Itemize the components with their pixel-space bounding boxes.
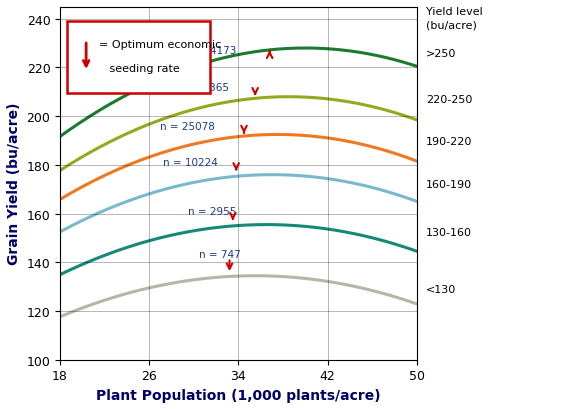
Text: 160-190: 160-190 — [426, 180, 472, 190]
Text: Yield level: Yield level — [426, 7, 482, 18]
Text: n = 25078: n = 25078 — [160, 121, 215, 132]
FancyBboxPatch shape — [67, 22, 210, 94]
Text: 130-160: 130-160 — [426, 227, 472, 237]
Text: (bu/acre): (bu/acre) — [426, 21, 477, 31]
Text: 190-220: 190-220 — [426, 136, 472, 146]
Text: <130: <130 — [426, 284, 456, 294]
Text: n = 4173: n = 4173 — [188, 46, 237, 56]
Text: = Optimum economic: = Optimum economic — [99, 40, 221, 49]
Text: 220-250: 220-250 — [426, 95, 472, 105]
Text: n = 747: n = 747 — [200, 249, 241, 259]
Y-axis label: Grain Yield (bu/acre): Grain Yield (bu/acre) — [7, 103, 21, 265]
Text: >250: >250 — [426, 49, 456, 59]
Text: n = 2955: n = 2955 — [188, 207, 237, 217]
Text: n = 17365: n = 17365 — [174, 83, 229, 93]
Text: seeding rate: seeding rate — [99, 64, 180, 74]
X-axis label: Plant Population (1,000 plants/acre): Plant Population (1,000 plants/acre) — [96, 388, 381, 402]
Text: n = 10224: n = 10224 — [163, 158, 217, 168]
